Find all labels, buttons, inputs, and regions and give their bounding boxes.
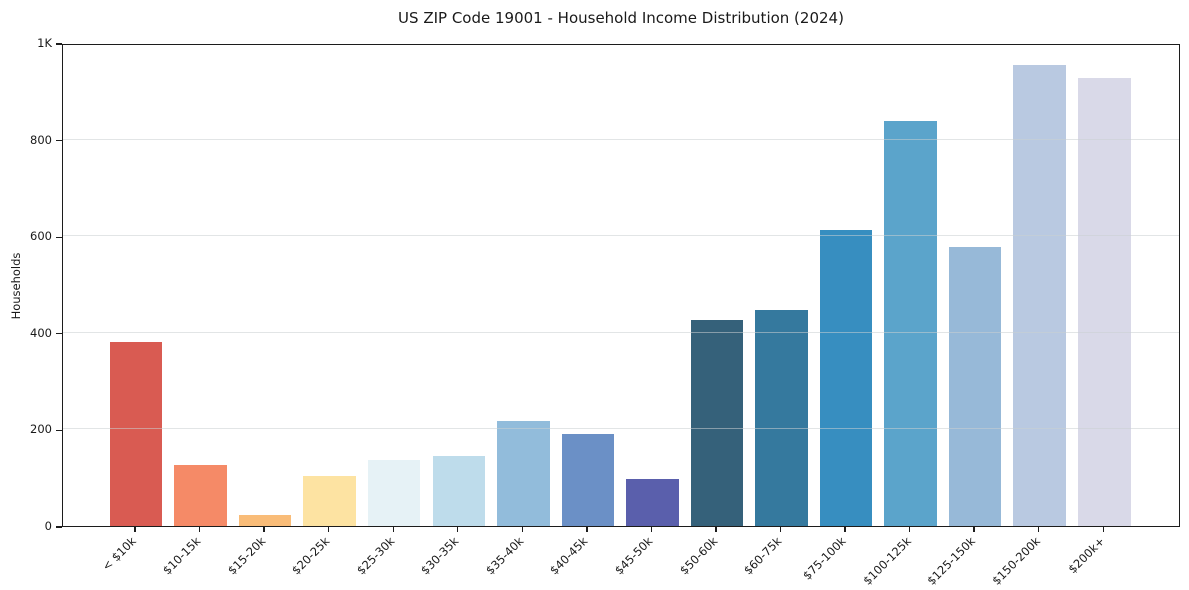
y-tick-label: 200 (30, 422, 52, 437)
x-tick-label: $150-200k (988, 534, 1043, 588)
gridline (63, 331, 1179, 333)
x-tick-label: $15-20k (224, 534, 269, 578)
x-tick-label: $20-25k (289, 534, 333, 578)
y-tick-label: 800 (30, 132, 52, 147)
x-tick-mark (586, 527, 588, 532)
bar-6 (497, 421, 550, 526)
x-tick-mark (844, 527, 846, 532)
bar-3 (303, 475, 356, 526)
x-tick-mark (650, 527, 653, 532)
x-tick-mark (134, 527, 136, 532)
x-tick-label: $35-40k (482, 534, 527, 578)
y-tick-mark (56, 526, 62, 528)
x-tick-mark (908, 527, 911, 532)
x-tick-mark (392, 527, 394, 532)
x-tick-mark (779, 527, 782, 532)
bar-2 (238, 515, 292, 526)
y-tick-label: 400 (30, 325, 52, 340)
x-tick-mark (1038, 527, 1040, 532)
y-tick-mark (56, 236, 62, 238)
x-tick-label: $200k+ (1065, 534, 1108, 577)
gridline (63, 138, 1179, 140)
bar-9 (690, 319, 744, 526)
bar-14 (1013, 64, 1066, 526)
x-tick-label: $45-50k (611, 534, 656, 578)
x-tick-mark (715, 527, 717, 532)
x-tick-mark (327, 527, 330, 532)
y-tick-label: 1K (37, 36, 52, 50)
x-tick-mark (521, 527, 523, 532)
x-tick-label: $10-15k (160, 534, 204, 578)
y-axis-label: Households (9, 252, 23, 320)
x-tick-label: $30-35k (418, 534, 462, 578)
x-tick-label: $75-100k (800, 534, 849, 583)
x-tick-label: $40-45k (547, 534, 591, 578)
bar-11 (819, 230, 873, 526)
gridline (63, 235, 1179, 237)
bar-10 (755, 309, 808, 526)
x-tick-mark (1102, 527, 1104, 532)
x-tick-label: < $10k (99, 534, 139, 574)
y-tick-label: 600 (30, 229, 52, 244)
bar-15 (1078, 78, 1131, 526)
y-tick-mark (56, 429, 62, 432)
x-tick-label: $25-30k (353, 534, 398, 578)
bar-13 (948, 247, 1002, 526)
bar-5 (432, 456, 485, 526)
x-tick-label: $50-60k (676, 534, 720, 578)
bar-0 (109, 341, 163, 526)
bar-8 (626, 479, 679, 526)
bar-1 (174, 464, 227, 526)
x-tick-label: $100-125k (859, 534, 914, 588)
x-tick-mark (457, 527, 459, 532)
y-tick-mark (56, 43, 62, 45)
x-tick-label: $60-75k (740, 534, 785, 578)
bar-7 (561, 434, 615, 526)
y-tick-mark (56, 139, 62, 142)
x-tick-mark (973, 527, 975, 532)
bar-12 (884, 121, 937, 526)
y-tick-label: 0 (44, 519, 52, 533)
bar-4 (367, 460, 421, 526)
x-tick-label: $125-150k (924, 534, 979, 588)
gridline (63, 428, 1179, 430)
plot-area (62, 44, 1180, 527)
x-tick-mark (198, 527, 201, 532)
y-tick-mark (56, 333, 62, 335)
x-tick-mark (263, 527, 265, 532)
chart-title: US ZIP Code 19001 - Household Income Dis… (398, 9, 844, 27)
